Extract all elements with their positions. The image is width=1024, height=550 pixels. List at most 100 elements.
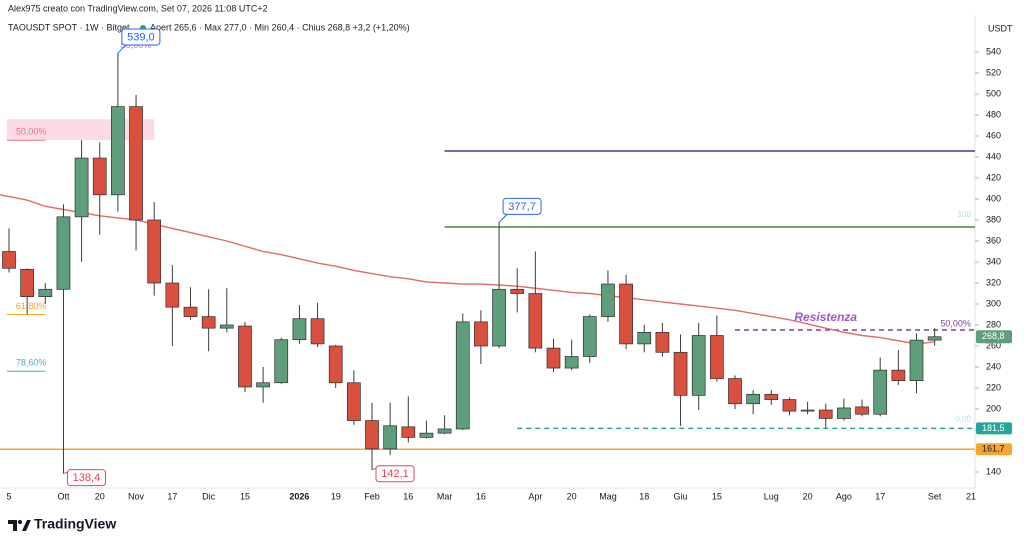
candle-body xyxy=(147,219,162,284)
callout-box xyxy=(66,469,106,487)
candle-body xyxy=(129,106,143,221)
y-tick-label: 520 xyxy=(986,67,1001,77)
candle-body xyxy=(310,318,325,345)
candle-body xyxy=(183,306,198,317)
candle-body xyxy=(564,356,579,369)
brand: TradingView xyxy=(34,516,116,532)
x-tick-label: Mar xyxy=(437,491,453,501)
candle-body xyxy=(691,335,706,396)
candle-body xyxy=(528,293,543,349)
x-tick-label: Giu xyxy=(674,491,688,501)
candle-body xyxy=(292,318,307,341)
candle-body xyxy=(782,399,797,412)
candle-body xyxy=(837,407,851,419)
x-tick-label: Set xyxy=(928,491,942,501)
x-tick-label: 16 xyxy=(476,491,486,501)
candle-body xyxy=(38,288,53,297)
callout-label: 138,4 xyxy=(73,472,101,484)
callout-label: 539,0 xyxy=(127,31,155,43)
y-tick-label: 240 xyxy=(986,361,1001,371)
x-tick-label: 18 xyxy=(639,491,649,501)
y-tick-label: 360 xyxy=(986,235,1001,245)
candle-body xyxy=(582,316,597,357)
candle-body xyxy=(238,325,252,388)
candle-body xyxy=(455,321,470,430)
x-tick-label: 17 xyxy=(875,491,885,501)
candle-body xyxy=(492,288,506,347)
candle-body xyxy=(401,426,416,438)
x-tick-label: 15 xyxy=(240,491,250,501)
logo-shape xyxy=(22,520,31,531)
candle-body xyxy=(219,324,234,329)
candle-body xyxy=(165,282,180,308)
x-tick-label: 15 xyxy=(712,491,722,501)
callout-pointer xyxy=(498,214,508,223)
logo-shape xyxy=(18,520,22,524)
brand-logo: TradingView xyxy=(8,516,116,532)
candle-body xyxy=(728,378,742,405)
x-tick-label: 17 xyxy=(167,491,177,501)
callout-box xyxy=(375,465,415,483)
x-tick-label: Nov xyxy=(128,491,145,501)
candle-body xyxy=(20,269,34,298)
y-tick-label: 380 xyxy=(986,214,1001,224)
fib-label: 78,60% xyxy=(16,358,47,368)
moving-average xyxy=(0,194,935,345)
x-tick-label: 21 xyxy=(966,491,976,501)
y-tick-label: 140 xyxy=(986,466,1001,476)
y-tick-label: 440 xyxy=(986,151,1001,161)
annotation: Resistenza xyxy=(794,310,857,324)
chart-title: TAOUSDT SPOT · 1W · Bitget xyxy=(8,22,130,32)
candle-body xyxy=(111,106,125,196)
x-tick-label: Lug xyxy=(764,491,779,501)
candle-body xyxy=(927,336,942,341)
candle-body xyxy=(709,335,724,379)
x-tick-label: 2026 xyxy=(289,491,309,501)
candle-body xyxy=(365,420,379,450)
candle-body xyxy=(873,369,888,415)
x-tick-label: 20 xyxy=(803,491,813,501)
candle-body xyxy=(655,332,670,353)
x-tick-label: Ago xyxy=(836,491,852,501)
candle-body xyxy=(383,425,397,450)
last-price-box xyxy=(976,330,1012,344)
candle-body xyxy=(891,369,906,381)
y-tick-label: 220 xyxy=(986,382,1001,392)
candle-body xyxy=(201,316,216,329)
callout-label: 142,1 xyxy=(381,468,409,480)
price-label-box xyxy=(976,443,1012,456)
y-tick-label: 500 xyxy=(986,88,1001,98)
y-tick-label: 480 xyxy=(986,109,1001,119)
y-axis-label: USDT xyxy=(988,23,1013,33)
x-tick-label: 5 xyxy=(6,491,11,501)
annotation: 0,00 xyxy=(955,415,971,424)
x-tick-label: Mag xyxy=(599,491,617,501)
candle-body xyxy=(92,157,107,196)
x-tick-label: Feb xyxy=(364,491,380,501)
candle-body xyxy=(746,393,761,405)
candle-body xyxy=(256,382,270,388)
candle-body xyxy=(510,288,525,294)
candle-body xyxy=(637,332,652,345)
candle-body xyxy=(347,382,361,421)
candle-body xyxy=(546,347,561,369)
candle-body xyxy=(619,283,633,345)
x-tick-label: Ott xyxy=(57,491,70,501)
price-label: 181,5 xyxy=(982,423,1005,433)
y-tick-label: 300 xyxy=(986,298,1001,308)
fib-label: 61,80% xyxy=(16,301,47,311)
callout-box xyxy=(121,28,161,46)
y-tick-label: 400 xyxy=(986,193,1001,203)
x-tick-label: 20 xyxy=(95,491,105,501)
ohlc-legend: Apert 265,6 · Max 277,0 · Min 260,4 · Ch… xyxy=(150,22,410,32)
y-tick-label: 260 xyxy=(986,340,1001,350)
candle-body xyxy=(2,251,16,269)
annotation: 50,00% xyxy=(940,318,971,328)
candle-body xyxy=(437,428,452,434)
callout-label: 377,7 xyxy=(508,201,536,213)
author-line: Alex975 creato con TradingView.com, Set … xyxy=(8,3,268,13)
candle-body xyxy=(474,321,488,347)
candle-body xyxy=(855,406,869,415)
